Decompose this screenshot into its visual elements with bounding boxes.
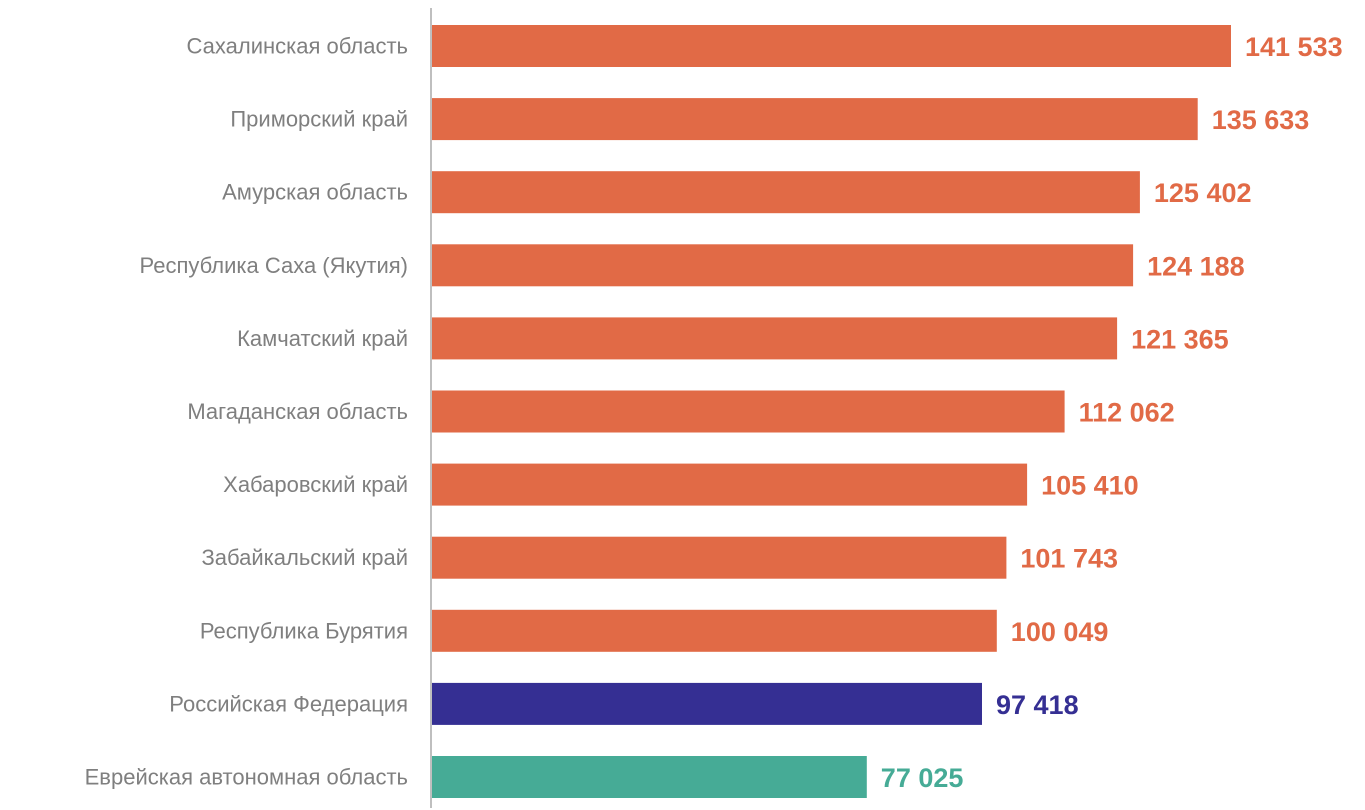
bar	[432, 171, 1140, 214]
data-label: 121 365	[1131, 324, 1229, 354]
category-label: Хабаровский край	[223, 472, 408, 497]
category-label: Республика Саха (Якутия)	[140, 253, 408, 278]
data-label: 97 418	[996, 690, 1079, 720]
data-label: 77 025	[881, 763, 964, 793]
category-label: Республика Бурятия	[200, 618, 408, 643]
bar	[432, 609, 997, 652]
data-label: 135 633	[1212, 105, 1310, 135]
category-label: Забайкальский край	[202, 545, 409, 570]
category-label: Амурская область	[222, 180, 408, 205]
bar	[432, 317, 1118, 360]
data-label: 141 533	[1245, 32, 1343, 62]
bar	[432, 25, 1231, 67]
category-label: Приморский край	[230, 107, 408, 132]
data-label: 101 743	[1020, 544, 1118, 574]
data-label: 125 402	[1154, 178, 1252, 208]
bar	[432, 463, 1028, 506]
data-label: 112 062	[1079, 398, 1175, 428]
category-label: Камчатский край	[237, 326, 408, 351]
bar	[432, 244, 1134, 287]
category-label: Еврейская автономная область	[85, 765, 408, 790]
bar	[432, 98, 1198, 141]
data-label: 100 049	[1011, 617, 1109, 647]
category-label: Сахалинская область	[187, 34, 408, 59]
category-label: Магаданская область	[187, 399, 408, 424]
data-label: 124 188	[1147, 251, 1245, 281]
bar	[432, 682, 982, 725]
category-label: Российская Федерация	[169, 691, 408, 716]
bar	[432, 390, 1065, 433]
bar	[432, 756, 867, 798]
data-label: 105 410	[1041, 471, 1139, 501]
bar	[432, 536, 1007, 579]
